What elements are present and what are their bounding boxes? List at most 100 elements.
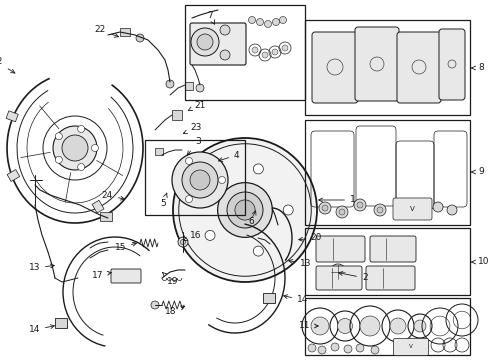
Bar — [145, 140, 244, 215]
Bar — [305, 120, 469, 225]
Text: 5: 5 — [160, 193, 167, 207]
Circle shape — [335, 206, 347, 218]
Text: 13: 13 — [28, 264, 54, 273]
Text: 18: 18 — [164, 306, 184, 316]
FancyBboxPatch shape — [111, 269, 141, 283]
Text: 4: 4 — [218, 150, 239, 162]
Circle shape — [53, 126, 97, 170]
FancyBboxPatch shape — [311, 32, 357, 103]
Circle shape — [264, 21, 271, 27]
Text: 7: 7 — [207, 12, 214, 24]
Bar — [155, 148, 163, 155]
Circle shape — [197, 34, 213, 50]
FancyBboxPatch shape — [354, 27, 398, 101]
Text: 16: 16 — [183, 230, 201, 241]
Text: 14: 14 — [29, 325, 54, 334]
Text: 11: 11 — [298, 321, 318, 330]
Text: 14: 14 — [283, 295, 308, 305]
Circle shape — [55, 133, 62, 140]
Circle shape — [370, 346, 378, 354]
Text: 17: 17 — [91, 270, 111, 279]
Text: 8: 8 — [471, 63, 483, 72]
Text: 22: 22 — [95, 26, 118, 37]
Bar — [100, 212, 112, 221]
Circle shape — [283, 205, 293, 215]
Circle shape — [226, 192, 263, 228]
Bar — [305, 228, 469, 295]
Circle shape — [355, 344, 363, 352]
Text: 21: 21 — [188, 100, 205, 111]
Circle shape — [204, 230, 215, 240]
Circle shape — [253, 164, 263, 174]
Circle shape — [279, 17, 286, 23]
Text: V: V — [408, 345, 412, 350]
Text: 24: 24 — [102, 190, 124, 200]
Circle shape — [185, 157, 192, 165]
Circle shape — [173, 138, 316, 282]
Text: 6: 6 — [248, 211, 255, 226]
Text: 19: 19 — [163, 273, 178, 287]
Text: 1: 1 — [318, 195, 355, 204]
Bar — [92, 200, 104, 213]
Circle shape — [234, 200, 255, 220]
FancyBboxPatch shape — [393, 338, 427, 356]
Text: 23: 23 — [183, 123, 201, 134]
Circle shape — [376, 207, 382, 213]
Circle shape — [190, 170, 209, 190]
Circle shape — [373, 204, 385, 216]
Circle shape — [178, 237, 187, 247]
FancyBboxPatch shape — [369, 236, 415, 262]
Bar — [305, 20, 469, 115]
Circle shape — [248, 17, 255, 23]
Circle shape — [310, 317, 328, 335]
Bar — [172, 110, 182, 120]
Circle shape — [62, 135, 88, 161]
Circle shape — [343, 345, 351, 353]
Text: 12: 12 — [0, 58, 15, 73]
FancyBboxPatch shape — [365, 266, 414, 290]
Circle shape — [191, 28, 219, 56]
Bar — [6, 111, 18, 122]
Bar — [55, 318, 67, 328]
Text: 3: 3 — [187, 138, 201, 155]
Circle shape — [272, 18, 279, 26]
Circle shape — [78, 163, 84, 171]
Circle shape — [333, 268, 341, 276]
Circle shape — [55, 156, 62, 163]
Circle shape — [136, 34, 143, 42]
Circle shape — [218, 176, 225, 184]
Circle shape — [256, 18, 263, 26]
Circle shape — [317, 346, 325, 354]
Circle shape — [446, 205, 456, 215]
Circle shape — [337, 319, 352, 333]
Circle shape — [321, 205, 327, 211]
Circle shape — [220, 25, 229, 35]
Circle shape — [329, 264, 346, 280]
Circle shape — [330, 343, 338, 351]
Circle shape — [196, 84, 203, 92]
Circle shape — [353, 199, 365, 211]
Circle shape — [251, 47, 258, 53]
Circle shape — [262, 52, 267, 58]
Bar — [120, 28, 130, 36]
Circle shape — [78, 126, 84, 132]
Text: 15: 15 — [114, 242, 136, 252]
Circle shape — [253, 246, 263, 256]
Circle shape — [217, 183, 272, 237]
Circle shape — [165, 80, 174, 88]
Circle shape — [91, 144, 98, 152]
FancyBboxPatch shape — [438, 29, 464, 100]
Circle shape — [413, 320, 425, 332]
Text: 2: 2 — [338, 271, 367, 283]
Bar — [305, 298, 469, 355]
Circle shape — [220, 50, 229, 60]
Circle shape — [359, 316, 379, 336]
Circle shape — [182, 162, 218, 198]
Circle shape — [204, 180, 215, 190]
FancyBboxPatch shape — [392, 198, 431, 220]
Circle shape — [338, 209, 345, 215]
FancyBboxPatch shape — [315, 236, 364, 262]
Circle shape — [432, 202, 442, 212]
Circle shape — [318, 202, 330, 214]
Circle shape — [282, 45, 287, 51]
